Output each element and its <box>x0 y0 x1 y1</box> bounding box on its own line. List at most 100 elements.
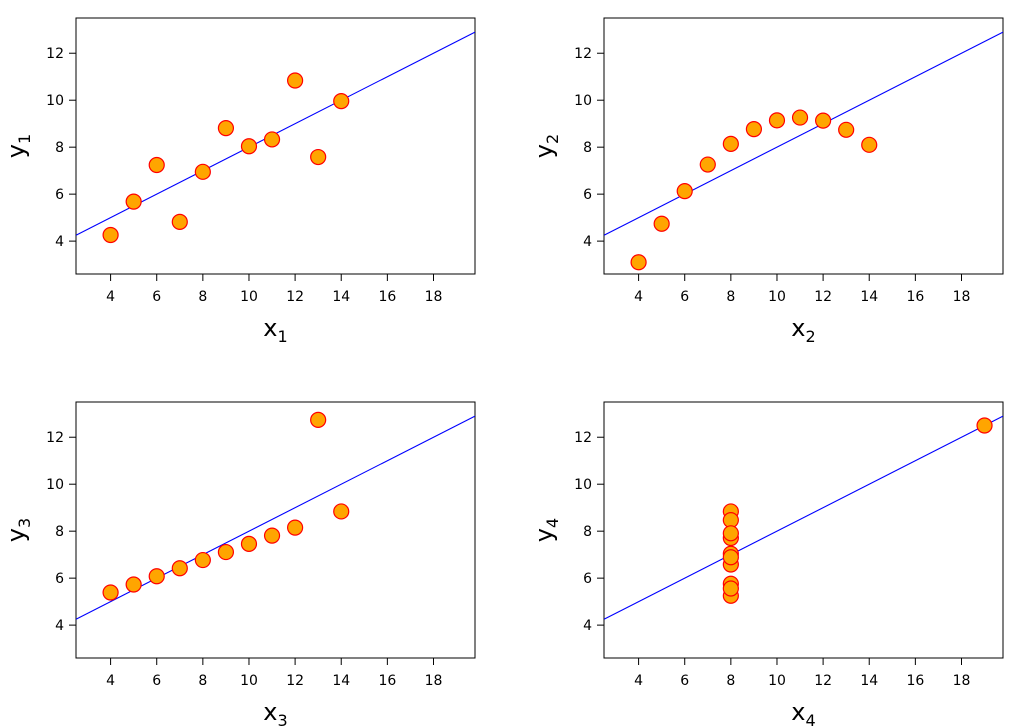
y-tick-label: 10 <box>46 93 64 109</box>
x-tick-label: 4 <box>634 289 643 305</box>
x-tick-label: 6 <box>152 673 161 689</box>
plot-frame <box>75 401 476 659</box>
data-point <box>263 131 281 148</box>
data-point <box>102 226 119 244</box>
x-tick-label: 14 <box>860 289 878 305</box>
data-point <box>861 136 878 153</box>
x-tick-label: 4 <box>106 673 115 689</box>
data-point <box>630 254 647 271</box>
x-tick-label: 10 <box>768 673 786 689</box>
data-point <box>333 93 350 110</box>
y-tick-label: 4 <box>583 618 592 634</box>
data-point <box>171 560 188 577</box>
x-tick-label: 6 <box>152 289 161 305</box>
x-tick-label: 10 <box>240 673 258 689</box>
y-tick-label: 12 <box>46 430 64 446</box>
data-point <box>699 156 716 173</box>
y-tick-label: 10 <box>574 477 592 493</box>
data-point <box>722 135 739 152</box>
x-tick-label: 12 <box>286 289 304 305</box>
y-axis-label: y3 <box>2 518 34 542</box>
data-point <box>310 148 327 166</box>
data-point <box>217 120 235 137</box>
data-point <box>815 112 832 129</box>
data-point <box>333 503 350 520</box>
x-tick-label: 16 <box>378 673 396 689</box>
x-tick-label: 18 <box>425 673 443 689</box>
x-tick-label: 18 <box>425 289 443 305</box>
plot-frame <box>75 17 476 275</box>
y-tick-label: 8 <box>55 140 64 156</box>
data-point <box>722 525 739 542</box>
panel-2: 4 6 8 10 12 14 16 18 4 6 8 10 12 x2 y2 <box>530 17 1004 346</box>
x-tick-label: 8 <box>726 673 735 689</box>
data-point <box>768 112 786 129</box>
y-axis-label: y1 <box>2 134 34 158</box>
data-point <box>194 163 211 180</box>
data-point <box>676 182 693 200</box>
x-tick-label: 18 <box>953 673 971 689</box>
y-tick-label: 12 <box>46 46 64 62</box>
x-tick-label: 12 <box>286 673 304 689</box>
x-axis-label: x4 <box>791 698 815 726</box>
data-point <box>240 535 258 552</box>
data-point <box>722 549 739 566</box>
x-tick-label: 4 <box>634 673 643 689</box>
x-tick-label: 18 <box>953 289 971 305</box>
data-point <box>125 193 142 210</box>
x-tick-label: 16 <box>906 289 924 305</box>
data-point <box>148 156 165 174</box>
x-axis-label: x2 <box>791 314 815 346</box>
y-axis-label: y4 <box>530 518 562 542</box>
x-tick-label: 16 <box>378 289 396 305</box>
data-point <box>838 121 855 138</box>
x-tick-label: 14 <box>860 673 878 689</box>
x-axis-label: x3 <box>263 698 287 726</box>
y-tick-label: 10 <box>46 477 64 493</box>
y-tick-label: 4 <box>55 618 64 634</box>
x-tick-label: 16 <box>906 673 924 689</box>
x-tick-label: 10 <box>240 289 258 305</box>
y-tick-label: 8 <box>583 524 592 540</box>
data-point <box>217 543 235 561</box>
x-tick-label: 6 <box>680 289 689 305</box>
y-tick-label: 4 <box>583 234 592 250</box>
x-tick-label: 12 <box>814 289 832 305</box>
data-point <box>148 568 165 585</box>
x-tick-label: 8 <box>198 673 207 689</box>
data-point <box>194 551 211 569</box>
y-tick-label: 10 <box>574 93 592 109</box>
y-tick-label: 12 <box>574 430 592 446</box>
data-point <box>125 576 142 593</box>
plot-frame <box>603 401 1004 659</box>
x-tick-label: 8 <box>198 289 207 305</box>
regression-line <box>76 415 475 620</box>
data-point <box>263 527 281 544</box>
data-point <box>102 584 119 601</box>
data-point <box>240 138 258 155</box>
data-point <box>171 213 188 230</box>
panel-1: 4 6 8 10 12 14 16 18 4 6 8 10 12 x1 y1 <box>2 17 476 346</box>
data-point <box>791 109 809 126</box>
data-point <box>722 580 739 597</box>
y-tick-label: 12 <box>574 46 592 62</box>
x-tick-label: 10 <box>768 289 786 305</box>
y-tick-label: 6 <box>583 187 592 203</box>
y-tick-label: 8 <box>55 524 64 540</box>
y-tick-label: 6 <box>583 571 592 587</box>
y-tick-label: 8 <box>583 140 592 156</box>
data-point <box>653 215 670 232</box>
x-tick-label: 4 <box>106 289 115 305</box>
regression-line <box>604 415 1003 620</box>
data-point <box>976 417 993 434</box>
panel-3: 4 6 8 10 12 14 16 18 4 6 8 10 12 x3 y3 <box>2 401 476 726</box>
y-axis-label: y2 <box>530 134 562 158</box>
data-point <box>310 411 327 428</box>
y-tick-label: 4 <box>55 234 64 250</box>
x-tick-label: 14 <box>332 673 350 689</box>
x-tick-label: 6 <box>680 673 689 689</box>
data-point <box>287 72 304 89</box>
y-tick-label: 6 <box>55 571 64 587</box>
x-tick-label: 8 <box>726 289 735 305</box>
